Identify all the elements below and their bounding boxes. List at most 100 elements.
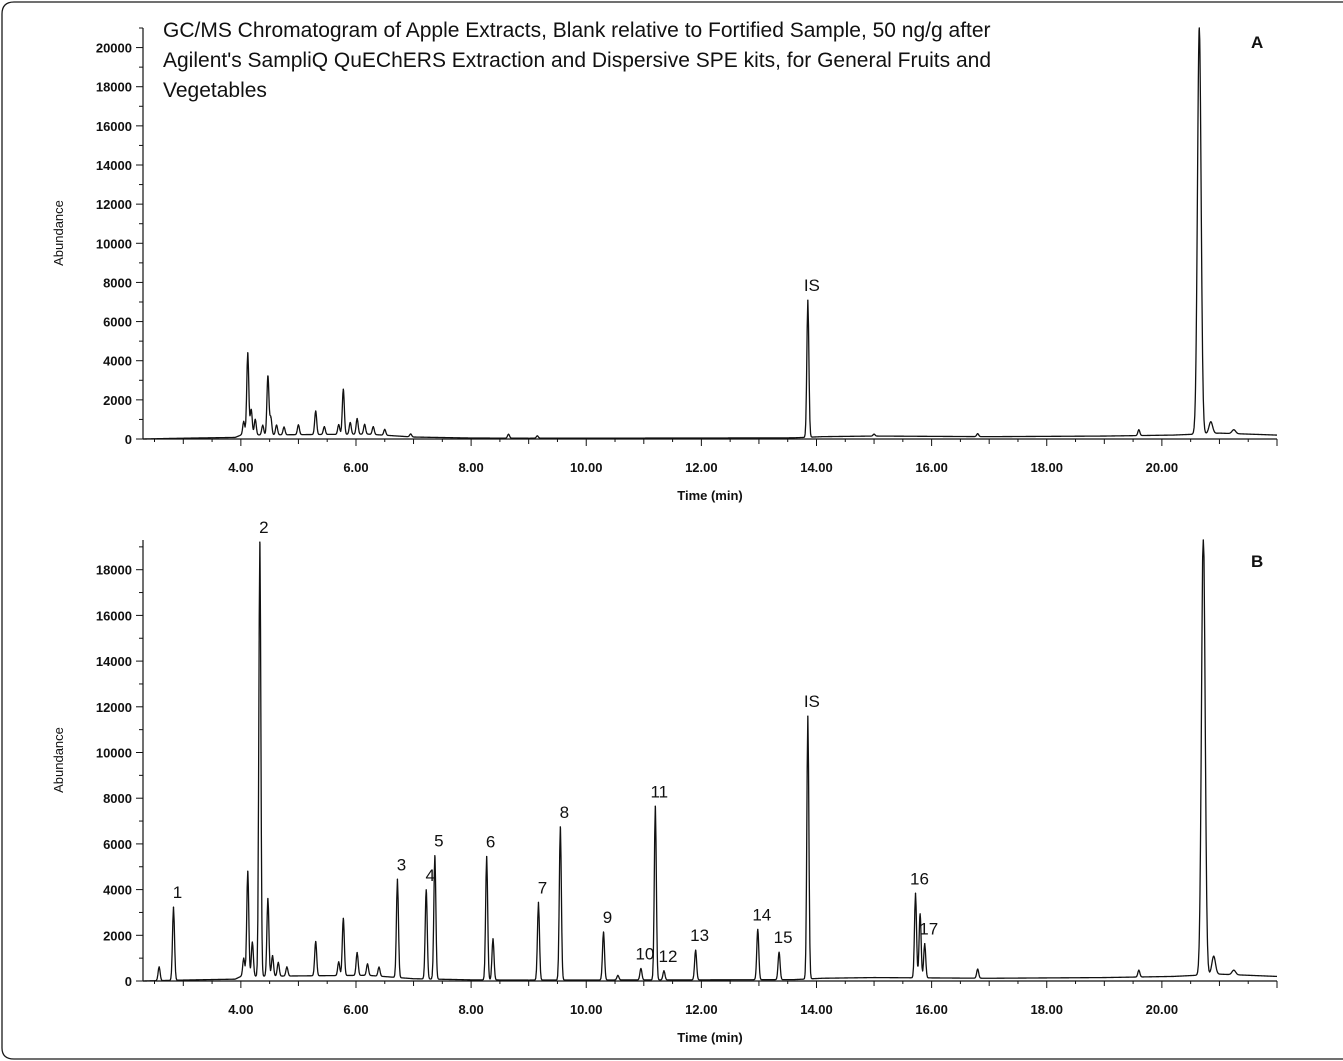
peak-apex-point: [315, 410, 317, 412]
peak-apex-point: [267, 897, 269, 900]
peak-apex-point: [366, 963, 369, 965]
peak-apex-point: [425, 889, 427, 891]
x-tick-label: 20.00: [1146, 1002, 1179, 1017]
peak-apex-point: [1198, 27, 1200, 29]
y-tick-label: 10000: [96, 746, 132, 761]
panel-letter: B: [1251, 552, 1263, 571]
x-tick-label: 18.00: [1030, 460, 1063, 475]
peak-apex-point: [172, 906, 175, 908]
peak-label: 14: [752, 905, 771, 924]
peak-apex-point: [977, 433, 979, 435]
y-tick-label: 16000: [96, 608, 132, 623]
peak-label: IS: [804, 692, 820, 711]
chromatogram-panel-b: 0 2000 4000 6000 8000 10000 12000 14000 16000 180…: [51, 518, 1278, 1045]
y-tick-label: 6000: [103, 837, 132, 852]
peak-apex-point: [356, 417, 358, 420]
y-tick-label: 14000: [96, 654, 132, 669]
peak-apex-point: [247, 870, 249, 872]
peak-apex-point: [283, 426, 285, 428]
peak-apex-point: [1210, 421, 1212, 423]
peak-apex-point: [364, 423, 366, 425]
x-axis-label: Time (min): [677, 1030, 743, 1045]
peak-label: 3: [397, 855, 406, 874]
x-tick-label: 10.00: [570, 460, 603, 475]
x-tick-label: 6.00: [343, 1002, 368, 1017]
peak-apex-point: [778, 951, 780, 953]
peak-apex-point: [378, 966, 380, 968]
y-tick-label: 12000: [96, 700, 132, 715]
peak-apex-point: [342, 388, 344, 390]
peak-apex-point: [434, 855, 436, 857]
y-tick-label: 4000: [103, 883, 132, 898]
peak-label: 13: [690, 926, 709, 945]
peak-apex-point: [384, 428, 386, 430]
x-axis-label: Time (min): [677, 488, 743, 503]
peak-apex-point: [243, 957, 245, 959]
peak-label: 12: [658, 947, 677, 966]
x-tick-label: 12.00: [685, 1002, 718, 1017]
peak-apex-point: [695, 949, 697, 951]
peak-apex-point: [372, 426, 374, 428]
peak-apex-point: [924, 943, 926, 945]
peak-label: 11: [650, 782, 668, 801]
peak-apex-point: [338, 423, 340, 426]
peak-apex-point: [663, 970, 665, 972]
peak-apex-point: [254, 418, 256, 420]
peak-apex-point: [919, 913, 921, 915]
peak-label: 8: [560, 803, 569, 822]
peak-label: 4: [425, 866, 434, 885]
peak-apex-point: [275, 424, 278, 426]
peak-apex-point: [247, 352, 249, 354]
peak-apex-point: [315, 940, 317, 943]
x-tick-label: 4.00: [228, 460, 253, 475]
panel-letter: A: [1251, 33, 1263, 52]
peak-label: 15: [774, 928, 793, 947]
peak-apex-point: [158, 966, 160, 968]
peak-apex-point: [757, 928, 759, 931]
x-tick-label: 16.00: [915, 1002, 948, 1017]
peak-apex-point: [559, 826, 561, 828]
peak-label: 10: [635, 945, 654, 964]
x-tick-label: 12.00: [685, 460, 718, 475]
peak-apex-point: [262, 424, 264, 426]
peak-apex-point: [807, 299, 809, 301]
peak-apex-point: [486, 855, 488, 858]
peak-apex-point: [617, 974, 619, 977]
x-tick-label: 14.00: [800, 1002, 833, 1017]
peak-apex-point: [807, 715, 809, 717]
y-tick-label: 18000: [96, 80, 132, 95]
x-tick-label: 4.00: [228, 1002, 253, 1017]
y-tick-label: 2000: [103, 393, 132, 408]
peak-apex-point: [356, 951, 358, 954]
peak-label: 1: [173, 883, 182, 902]
peak-apex-point: [267, 375, 269, 377]
x-tick-label: 20.00: [1146, 460, 1179, 475]
y-tick-label: 0: [125, 432, 132, 447]
peak-label: 17: [919, 920, 938, 939]
chromatogram-panel-a: 0 2000 4000 6000 8000 10000 12000 14000 16000 180…: [51, 27, 1278, 503]
y-tick-label: 2000: [103, 928, 132, 943]
y-tick-label: 18000: [96, 563, 132, 578]
y-tick-label: 12000: [96, 197, 132, 212]
y-tick-label: 6000: [103, 315, 132, 330]
peak-apex-point: [1213, 955, 1215, 957]
peak-apex-point: [1202, 539, 1204, 541]
peak-apex-point: [349, 421, 351, 424]
peak-apex-point: [1138, 969, 1140, 971]
chart-title-line-3: Vegetables: [163, 79, 267, 102]
peak-apex-point: [286, 966, 288, 968]
peak-apex-point: [537, 901, 540, 903]
y-tick-label: 8000: [103, 791, 132, 806]
y-tick-label: 8000: [103, 275, 132, 290]
peak-apex-point: [270, 416, 272, 418]
peak-label: 6: [486, 833, 495, 852]
peak-label: 16: [910, 869, 929, 888]
peak-apex-point: [873, 433, 875, 435]
peak-apex-point: [536, 435, 538, 437]
peak-apex-point: [323, 426, 325, 428]
y-tick-label: 20000: [96, 41, 132, 56]
peak-apex-point: [507, 433, 510, 435]
peak-apex-point: [492, 938, 494, 940]
x-tick-label: 8.00: [458, 1002, 483, 1017]
